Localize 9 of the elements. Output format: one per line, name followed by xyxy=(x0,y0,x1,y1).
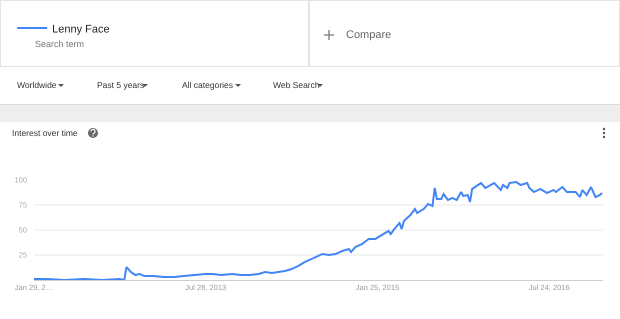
text: Past 5 years xyxy=(97,80,144,90)
text: Compare xyxy=(346,29,392,41)
legend-label: Lenny Face xyxy=(52,23,110,36)
text: Search term xyxy=(35,39,84,49)
chart-title: Interest over time xyxy=(12,128,78,138)
text: Web Search xyxy=(273,80,320,90)
text: Worldwide xyxy=(17,80,57,90)
text: All categories xyxy=(182,80,234,90)
line-series xyxy=(34,181,603,280)
